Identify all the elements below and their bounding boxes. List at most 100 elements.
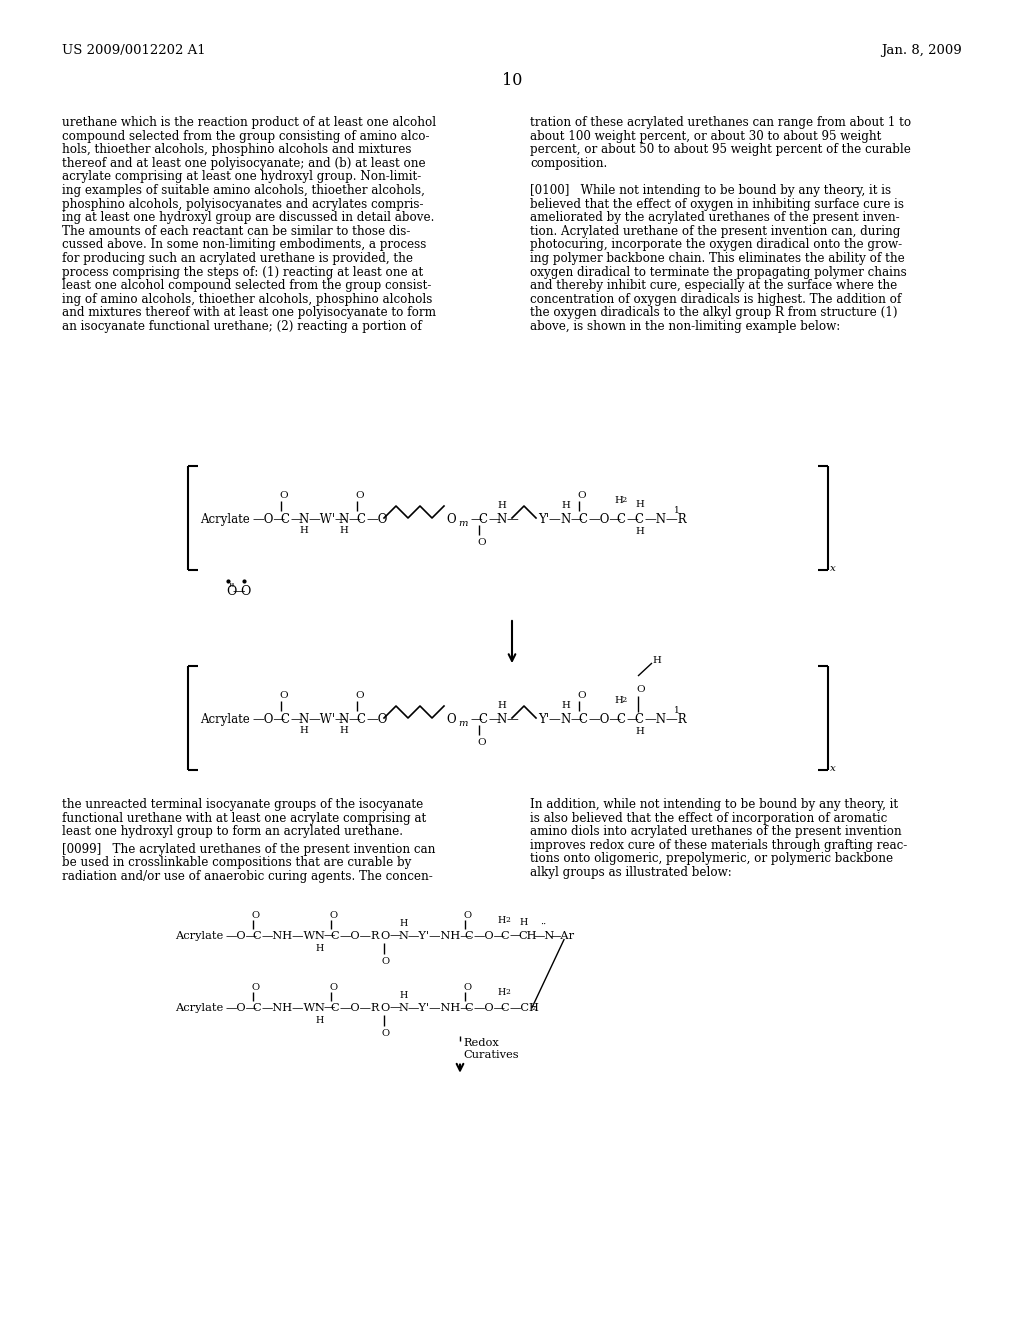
Text: —O—: —O— [252, 513, 285, 525]
Text: —N: —N [534, 931, 555, 941]
Text: for producing such an acrylated urethane is provided, the: for producing such an acrylated urethane… [62, 252, 413, 265]
Text: Acrylate: Acrylate [200, 713, 250, 726]
Text: process comprising the steps of: (1) reacting at least one at: process comprising the steps of: (1) rea… [62, 265, 423, 279]
Text: is also believed that the effect of incorporation of aromatic: is also believed that the effect of inco… [530, 812, 887, 825]
Text: —O—: —O— [252, 713, 285, 726]
Text: N: N [338, 713, 348, 726]
Text: [0099]   The acrylated urethanes of the present invention can: [0099] The acrylated urethanes of the pr… [62, 842, 435, 855]
Text: O: O [355, 690, 364, 700]
Text: H: H [339, 726, 348, 735]
Text: H: H [614, 496, 623, 506]
Text: —: — [626, 713, 638, 726]
Text: Acrylate: Acrylate [200, 513, 250, 525]
Text: C: C [356, 513, 365, 525]
Text: O: O [240, 585, 251, 598]
Text: amino diols into acrylated urethanes of the present invention: amino diols into acrylated urethanes of … [530, 825, 901, 838]
Text: O: O [329, 911, 337, 920]
Text: H: H [339, 525, 348, 535]
Text: ameliorated by the acrylated urethanes of the present inven-: ameliorated by the acrylated urethanes o… [530, 211, 900, 224]
Text: C: C [578, 513, 587, 525]
Text: N: N [314, 1003, 324, 1012]
Text: ing polymer backbone chain. This eliminates the ability of the: ing polymer backbone chain. This elimina… [530, 252, 905, 265]
Text: improves redox cure of these materials through grafting reac-: improves redox cure of these materials t… [530, 838, 907, 851]
Text: N: N [338, 513, 348, 525]
Text: —O—: —O— [226, 931, 258, 941]
Text: and thereby inhibit cure, especially at the surface where the: and thereby inhibit cure, especially at … [530, 280, 897, 292]
Text: 1: 1 [674, 506, 680, 515]
Text: —: — [510, 931, 521, 941]
Text: —: — [506, 713, 518, 726]
Text: O: O [636, 685, 645, 694]
Text: H: H [399, 919, 408, 928]
Text: —O—R: —O—R [340, 931, 381, 941]
Text: least one hydroxyl group to form an acrylated urethane.: least one hydroxyl group to form an acry… [62, 825, 403, 838]
Text: —: — [488, 713, 500, 726]
Text: Jan. 8, 2009: Jan. 8, 2009 [882, 44, 962, 57]
Text: N: N [298, 713, 308, 726]
Text: least one alcohol compound selected from the group consist-: least one alcohol compound selected from… [62, 280, 431, 292]
Text: 2: 2 [621, 696, 627, 704]
Text: C: C [280, 713, 289, 726]
Text: C: C [634, 713, 643, 726]
Text: cussed above. In some non-limiting embodiments, a process: cussed above. In some non-limiting embod… [62, 239, 426, 251]
Text: —: — [488, 513, 500, 525]
Text: the unreacted terminal isocyanate groups of the isocyanate: the unreacted terminal isocyanate groups… [62, 799, 423, 810]
Text: above, is shown in the non-limiting example below:: above, is shown in the non-limiting exam… [530, 319, 841, 333]
Text: ": " [229, 583, 234, 597]
Text: N: N [398, 931, 408, 941]
Text: O: O [382, 957, 390, 966]
Text: N: N [496, 513, 506, 525]
Text: —O—: —O— [474, 1003, 506, 1012]
Text: —: — [348, 513, 359, 525]
Text: N: N [314, 931, 324, 941]
Text: N: N [496, 713, 506, 726]
Text: C: C [578, 713, 587, 726]
Text: —: — [324, 1003, 336, 1012]
Text: O: O [446, 513, 456, 525]
Text: —: — [290, 513, 302, 525]
Text: Acrylate: Acrylate [175, 1003, 223, 1012]
Text: C: C [634, 513, 643, 525]
Text: H: H [561, 502, 569, 510]
Text: phosphino alcohols, polyisocyanates and acrylates compris-: phosphino alcohols, polyisocyanates and … [62, 198, 424, 211]
Text: —: — [324, 931, 336, 941]
Text: N: N [560, 513, 570, 525]
Text: ing at least one hydroxyl group are discussed in detail above.: ing at least one hydroxyl group are disc… [62, 211, 434, 224]
Text: O: O [251, 982, 259, 991]
Text: H: H [561, 701, 569, 710]
Text: O: O [355, 491, 364, 500]
Text: urethane which is the reaction product of at least one alcohol: urethane which is the reaction product o… [62, 116, 436, 129]
Text: —Ar: —Ar [550, 931, 575, 941]
Text: C: C [252, 931, 261, 941]
Text: —N—R: —N—R [644, 713, 687, 726]
Text: percent, or about 50 to about 95 weight percent of the curable: percent, or about 50 to about 95 weight … [530, 143, 911, 156]
Text: ing examples of suitable amino alcohols, thioether alcohols,: ing examples of suitable amino alcohols,… [62, 183, 425, 197]
Text: —Y'—NH—: —Y'—NH— [408, 1003, 473, 1012]
Text: 2: 2 [505, 916, 510, 924]
Text: radiation and/or use of anaerobic curing agents. The concen-: radiation and/or use of anaerobic curing… [62, 870, 433, 883]
Text: C: C [330, 931, 339, 941]
Text: H: H [498, 916, 506, 924]
Text: —O—: —O— [226, 1003, 258, 1012]
Text: O: O [477, 738, 485, 747]
Text: H: H [635, 527, 644, 536]
Text: —O—: —O— [474, 931, 506, 941]
Text: —NH—W': —NH—W' [262, 1003, 319, 1012]
Text: H: H [519, 917, 527, 927]
Text: the oxygen diradicals to the alkyl group R from structure (1): the oxygen diradicals to the alkyl group… [530, 306, 897, 319]
Text: H: H [315, 944, 324, 953]
Text: C: C [478, 513, 487, 525]
Text: tions onto oligomeric, prepolymeric, or polymeric backbone: tions onto oligomeric, prepolymeric, or … [530, 853, 893, 866]
Text: CH: CH [518, 931, 537, 941]
Text: —: — [348, 713, 359, 726]
Text: an isocyanate functional urethane; (2) reacting a portion of: an isocyanate functional urethane; (2) r… [62, 319, 422, 333]
Text: functional urethane with at least one acrylate comprising at: functional urethane with at least one ac… [62, 812, 426, 825]
Text: about 100 weight percent, or about 30 to about 95 weight: about 100 weight percent, or about 30 to… [530, 129, 882, 143]
Text: believed that the effect of oxygen in inhibiting surface cure is: believed that the effect of oxygen in in… [530, 198, 904, 211]
Text: m: m [458, 519, 468, 528]
Text: [0100]   While not intending to be bound by any theory, it is: [0100] While not intending to be bound b… [530, 183, 891, 197]
Text: compound selected from the group consisting of amino alco-: compound selected from the group consist… [62, 129, 429, 143]
Text: —: — [570, 513, 582, 525]
Text: O: O [463, 911, 471, 920]
Text: C: C [500, 1003, 509, 1012]
